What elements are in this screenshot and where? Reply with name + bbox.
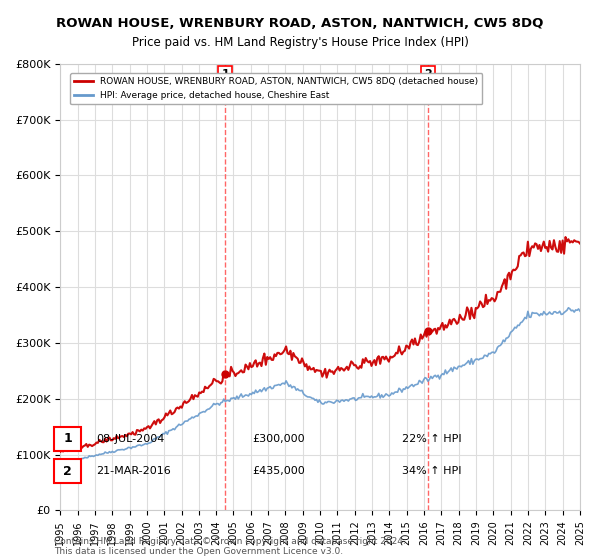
Text: £300,000: £300,000: [252, 434, 305, 444]
Text: ROWAN HOUSE, WRENBURY ROAD, ASTON, NANTWICH, CW5 8DQ: ROWAN HOUSE, WRENBURY ROAD, ASTON, NANTW…: [56, 17, 544, 30]
Text: 1: 1: [63, 432, 72, 445]
Text: This data is licensed under the Open Government Licence v3.0.: This data is licensed under the Open Gov…: [54, 547, 343, 556]
Text: £435,000: £435,000: [252, 466, 305, 476]
Text: 2: 2: [424, 69, 432, 80]
Text: 21-MAR-2016: 21-MAR-2016: [96, 466, 171, 476]
Text: Contains HM Land Registry data © Crown copyright and database right 2024.: Contains HM Land Registry data © Crown c…: [54, 537, 406, 546]
Text: 34% ↑ HPI: 34% ↑ HPI: [402, 466, 461, 476]
Text: Price paid vs. HM Land Registry's House Price Index (HPI): Price paid vs. HM Land Registry's House …: [131, 36, 469, 49]
Text: 08-JUL-2004: 08-JUL-2004: [96, 434, 164, 444]
Legend: ROWAN HOUSE, WRENBURY ROAD, ASTON, NANTWICH, CW5 8DQ (detached house), HPI: Aver: ROWAN HOUSE, WRENBURY ROAD, ASTON, NANTW…: [70, 73, 482, 104]
Text: 2: 2: [63, 465, 72, 478]
Text: 1: 1: [221, 69, 229, 80]
Text: 22% ↑ HPI: 22% ↑ HPI: [402, 434, 461, 444]
